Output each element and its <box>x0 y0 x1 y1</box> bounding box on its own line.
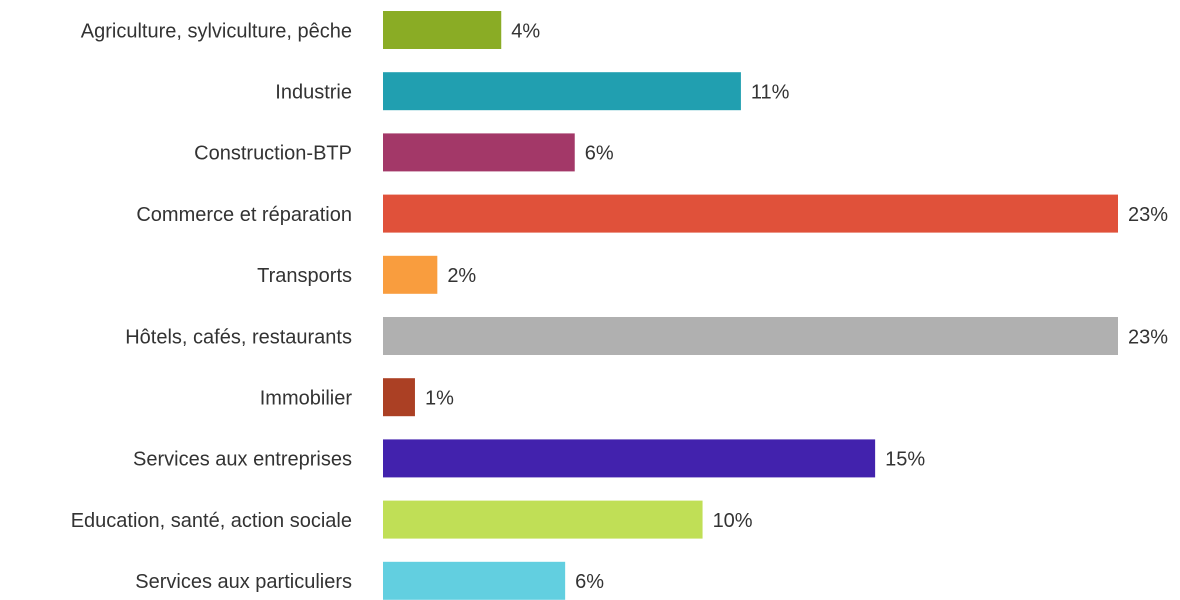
bar <box>383 194 1118 233</box>
category-label: Construction-BTP <box>194 143 352 165</box>
category-label: Immobilier <box>260 387 353 409</box>
value-label: 23% <box>1128 204 1168 226</box>
bar <box>383 11 502 49</box>
category-label: Services aux entreprises <box>133 449 352 471</box>
category-label: Industrie <box>275 81 352 103</box>
value-label: 15% <box>885 449 925 471</box>
bar <box>383 378 415 417</box>
value-label: 11% <box>751 81 790 103</box>
value-label: 23% <box>1128 326 1168 348</box>
value-label: 2% <box>447 265 476 287</box>
bar <box>383 317 1118 355</box>
bar <box>383 72 741 111</box>
value-label: 4% <box>511 20 540 42</box>
category-label: Services aux particuliers <box>135 571 352 593</box>
value-label: 6% <box>575 571 604 593</box>
value-label: 10% <box>713 510 753 532</box>
bar <box>383 133 575 172</box>
category-label: Hôtels, cafés, restaurants <box>125 326 352 348</box>
bar <box>383 561 566 600</box>
bar <box>383 500 703 539</box>
bar <box>383 439 876 478</box>
value-label: 6% <box>585 143 614 165</box>
category-label: Commerce et réparation <box>136 204 352 226</box>
value-label: 1% <box>425 387 454 409</box>
category-label: Education, santé, action sociale <box>71 510 352 532</box>
category-label: Agriculture, sylviculture, pêche <box>81 20 352 42</box>
bar <box>383 255 438 294</box>
category-label: Transports <box>257 265 352 287</box>
